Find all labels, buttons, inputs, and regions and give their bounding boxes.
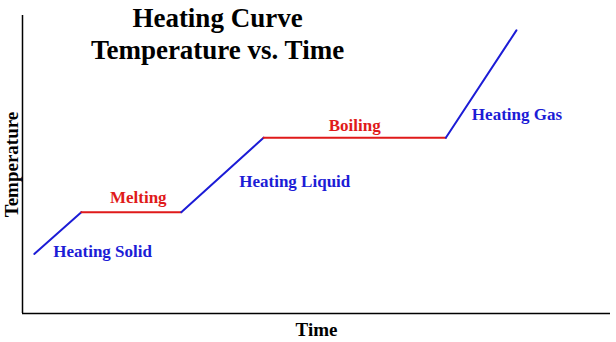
svg-text:Heating Liquid: Heating Liquid: [239, 172, 351, 191]
svg-text:Heating Solid: Heating Solid: [53, 242, 152, 261]
svg-text:Time: Time: [296, 319, 338, 340]
svg-text:Heating Gas: Heating Gas: [472, 105, 563, 124]
svg-text:Boiling: Boiling: [329, 116, 381, 135]
svg-text:Temperature: Temperature: [1, 112, 22, 218]
svg-text:Temperature vs. Time: Temperature vs. Time: [91, 35, 344, 65]
svg-text:Melting: Melting: [110, 188, 167, 207]
svg-text:Heating Curve: Heating Curve: [132, 3, 302, 33]
